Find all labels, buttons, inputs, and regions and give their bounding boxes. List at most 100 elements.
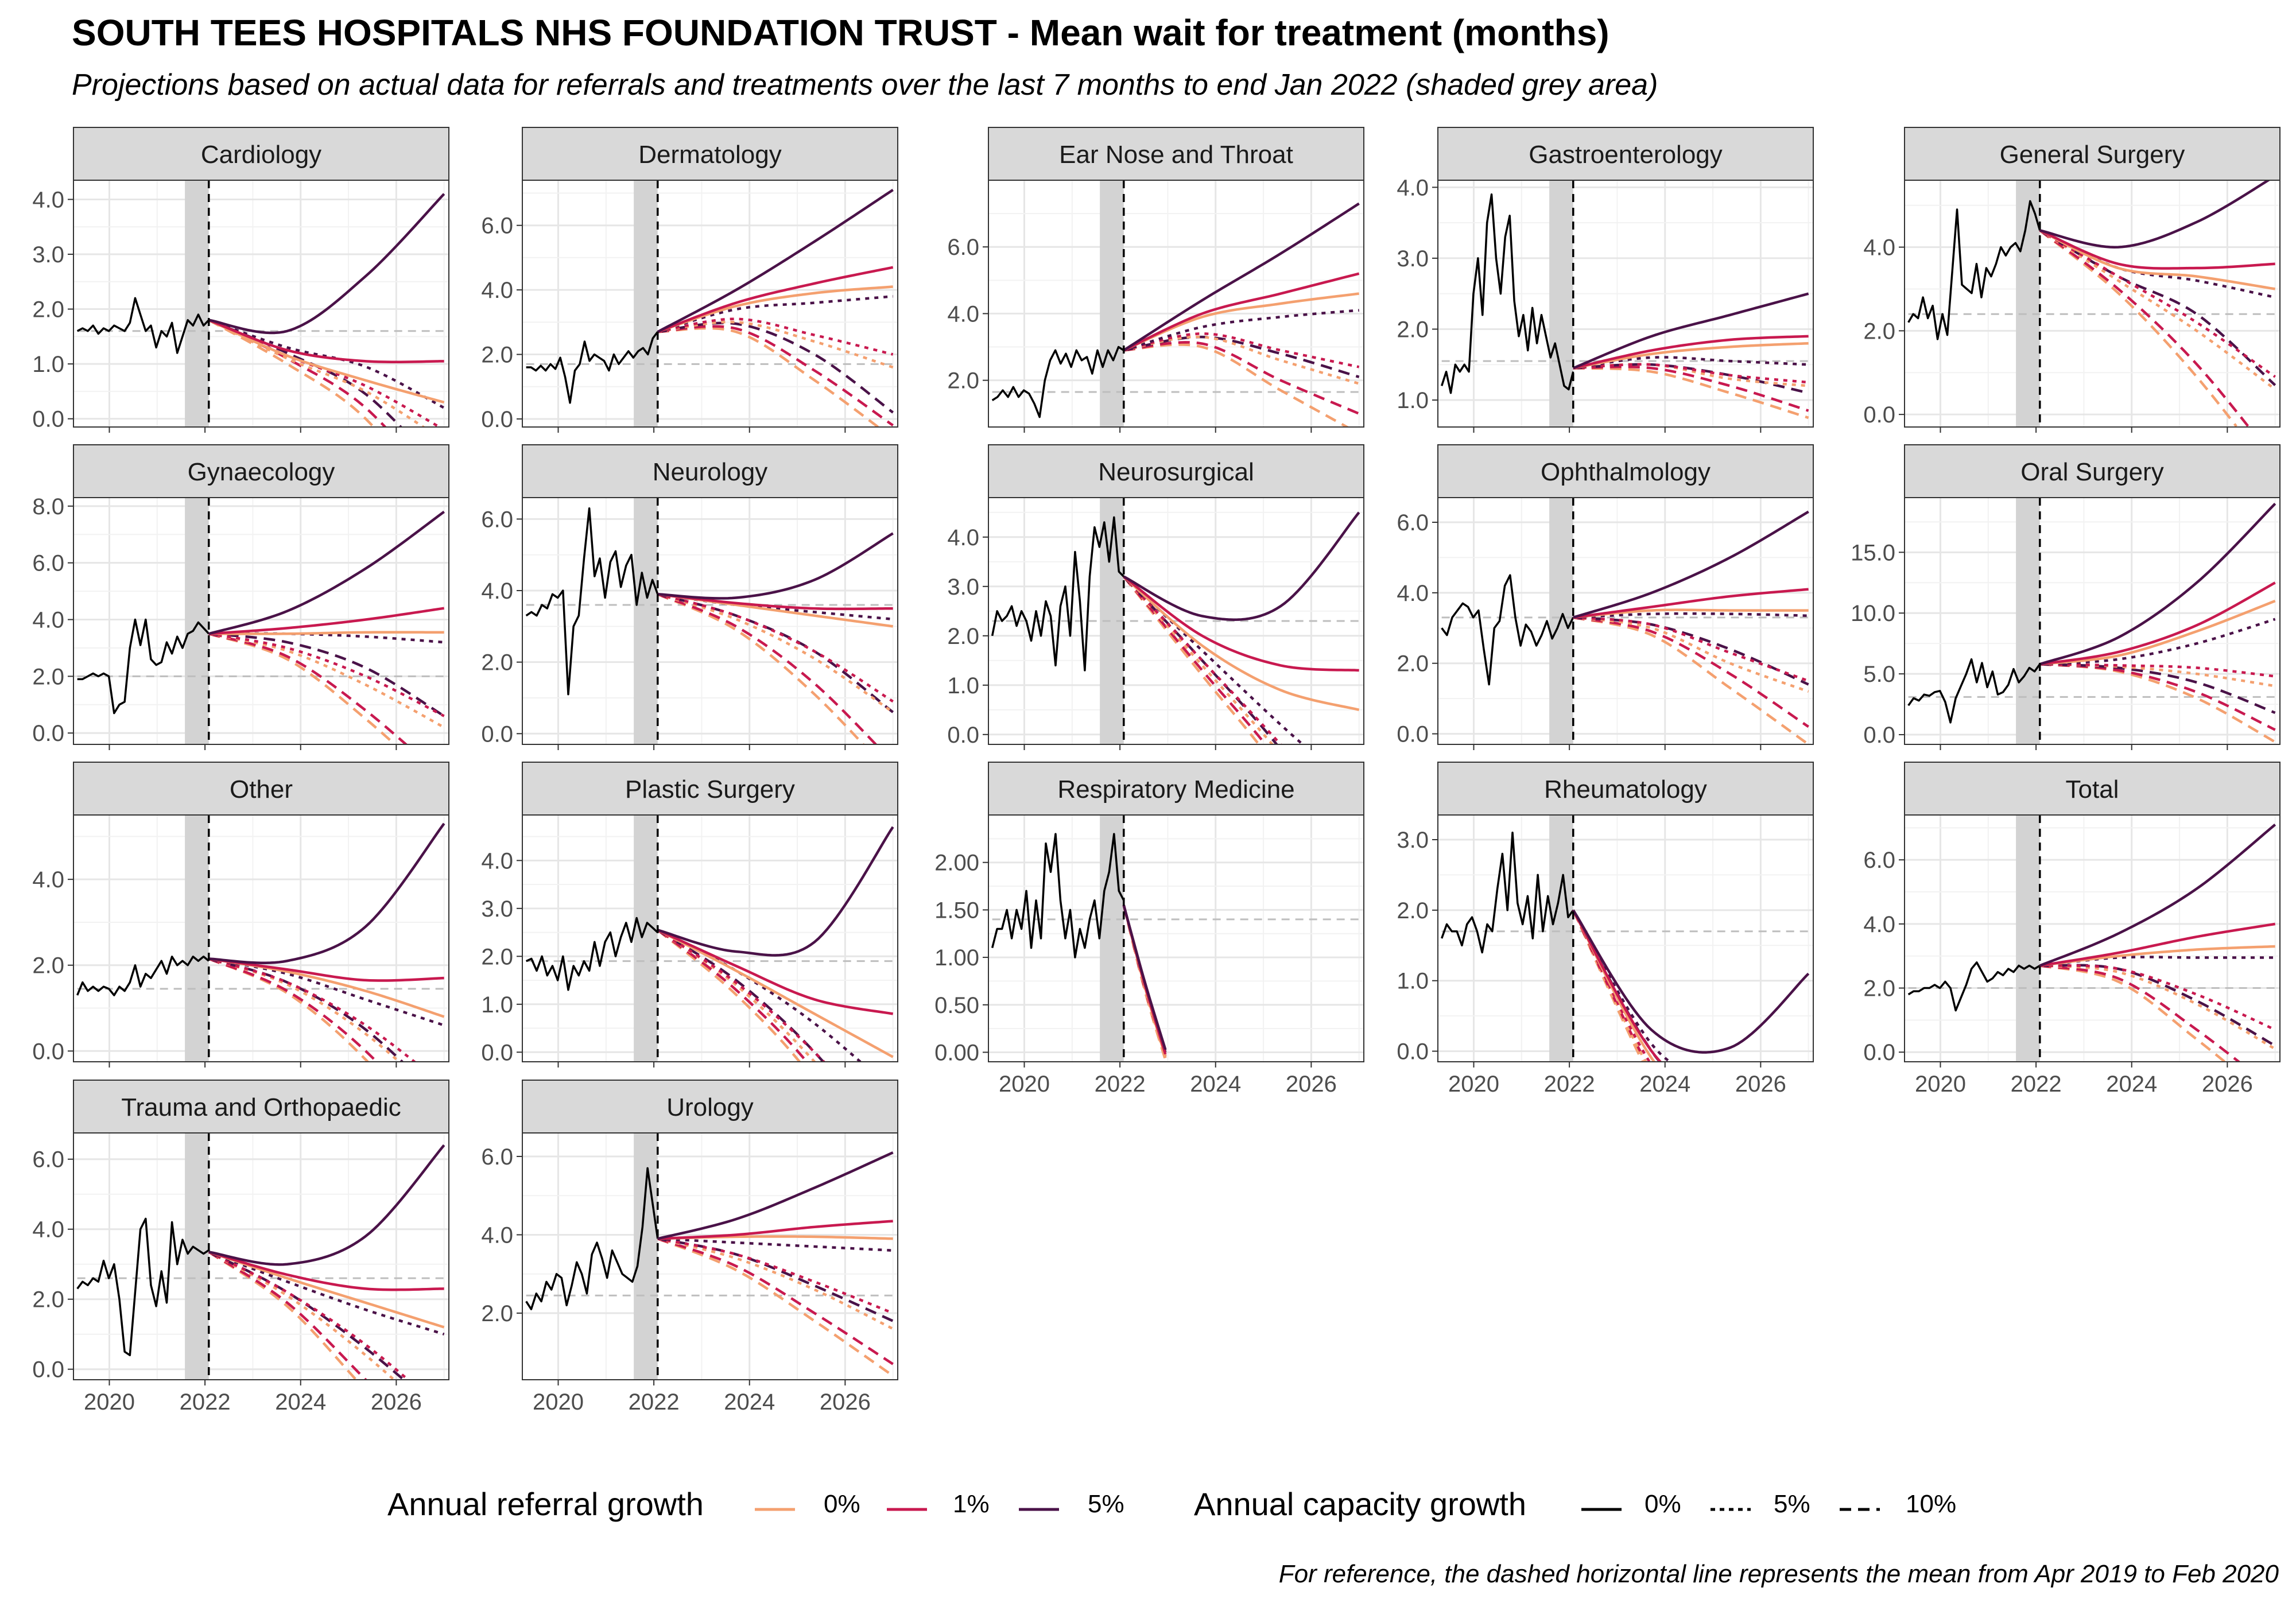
- series-projection-r1D: [657, 593, 878, 744]
- x-tick-label: 2024: [724, 1389, 775, 1415]
- y-tick-label: 4.0: [32, 1217, 64, 1243]
- y-tick-label: 3.0: [32, 242, 64, 267]
- legend-referral-5-label: 5%: [1088, 1490, 1124, 1518]
- y-tick-label: 4.0: [32, 867, 64, 892]
- panel-title: Plastic Surgery: [625, 775, 795, 804]
- panel-gridlines: [988, 498, 1364, 744]
- panel-background: [1905, 498, 2280, 744]
- shaded-period: [2016, 498, 2040, 744]
- panel-cardiology: Cardiology 0.0 1.0 2.0 3.0 4.0: [32, 127, 449, 433]
- panel-series: [1907, 180, 2276, 427]
- series-projection-r1s: [1123, 575, 1359, 672]
- y-tick-label: 8.0: [32, 494, 64, 519]
- legend-referral-0-key: [755, 1508, 795, 1511]
- series-projection-r1s: [2039, 581, 2276, 666]
- panel-strip: [988, 127, 1364, 181]
- series-historical: [1907, 200, 2041, 340]
- panel-background: [1438, 180, 1813, 427]
- series-projection-r5d: [2039, 618, 2276, 666]
- series-projection-r5d: [208, 1251, 445, 1336]
- series-projection-r1D: [1573, 365, 1809, 412]
- shaded-period: [1549, 815, 1573, 1062]
- panel-gastroenterology: Gastroenterology 1.0 2.0 3.0 4.0: [1397, 127, 1814, 433]
- series-projection-r1d: [657, 317, 894, 356]
- panel-border: [522, 497, 898, 745]
- y-tick-label: 4.0: [32, 187, 64, 212]
- series-projection-r1d: [657, 1237, 894, 1315]
- legend-referral-1-key: [887, 1508, 927, 1511]
- series-historical: [991, 346, 1124, 418]
- y-tick-label: 6.0: [947, 235, 979, 260]
- series-historical: [525, 917, 658, 991]
- panel-series: [1441, 815, 1810, 1062]
- panel-strip: [522, 127, 898, 181]
- panel-strip: [73, 762, 449, 816]
- series-historical: [1441, 574, 1574, 686]
- panel-border: [73, 497, 449, 745]
- panel-gridlines: [73, 1133, 449, 1380]
- panel-strip: [73, 444, 449, 498]
- series-projection-r1D: [2039, 662, 2276, 731]
- panel-border: [73, 814, 449, 1062]
- series-projection-r5d: [657, 593, 893, 621]
- series-projection-r1s: [1573, 335, 1809, 370]
- panel-dermatology: Dermatology 0.0 2.0 4.0 6.0: [481, 127, 898, 433]
- x-tick-label: 2020: [533, 1389, 584, 1415]
- y-tick-label: 0.00: [934, 1040, 979, 1065]
- series-historical: [525, 1167, 659, 1310]
- series-projection-r5s: [1123, 511, 1360, 621]
- panel-neurosurgical: Neurosurgical 0.0 1.0 2.0 3.0 4.0: [947, 444, 1364, 750]
- series-projection-r1D: [2039, 229, 2251, 427]
- x-tick-label: 2026: [820, 1389, 871, 1415]
- panel-series: [525, 498, 894, 744]
- small-multiples-chart: Cardiology 0.0 1.0 2.0 3.0 4.0 Dermatology 0.0 2…: [32, 127, 2281, 1415]
- series-projection-r1d: [208, 957, 417, 1062]
- y-tick-label: 0.0: [1397, 722, 1429, 747]
- panel-border: [522, 180, 898, 428]
- series-projection-r5D: [657, 1237, 894, 1322]
- panel-title: Ear Nose and Throat: [1059, 141, 1293, 169]
- panel-border: [73, 1132, 449, 1380]
- series-historical: [76, 1217, 210, 1357]
- panel-strip: [522, 762, 898, 816]
- series-projection-r0s: [2039, 229, 2276, 290]
- y-tick-label: 4.0: [481, 579, 513, 604]
- series-projection-r0d: [208, 957, 401, 1062]
- panel-background: [1905, 815, 2280, 1062]
- y-tick-label: 1.00: [934, 945, 979, 971]
- panel-other: Other 0.0 2.0 4.0: [32, 762, 449, 1068]
- panel-background: [988, 180, 1364, 427]
- panel-title: Oral Surgery: [2020, 458, 2163, 486]
- panel-border: [988, 814, 1364, 1062]
- x-tick-label: 2026: [371, 1389, 422, 1415]
- series-projection-r5s: [208, 822, 445, 964]
- y-tick-label: 4.0: [1863, 912, 1895, 937]
- series-projection-r5s: [208, 1144, 445, 1266]
- series-projection-r0d: [2039, 229, 2276, 391]
- panel-background: [522, 498, 898, 744]
- y-tick-label: 0.0: [947, 723, 979, 748]
- panel-background: [1905, 180, 2280, 427]
- series-projection-r0s: [1573, 341, 1809, 370]
- series-projection-r0D: [657, 1237, 894, 1377]
- shaded-period: [634, 1133, 658, 1380]
- y-tick-label: 0.0: [1863, 1040, 1895, 1065]
- series-projection-r0s: [1123, 575, 1360, 711]
- panel-border: [1904, 814, 2281, 1062]
- series-projection-r1D: [657, 929, 809, 1062]
- panel-urology: Urology 2.0 4.0 6.0 2020 2022 2024 2026: [481, 1080, 898, 1415]
- y-tick-label: 15.0: [1851, 540, 1895, 565]
- y-tick-label: 0.0: [1863, 723, 1895, 748]
- shaded-period: [634, 498, 658, 744]
- x-tick-label: 2024: [275, 1389, 326, 1415]
- y-tick-label: 3.0: [1397, 246, 1429, 271]
- panel-title: Urology: [666, 1093, 754, 1121]
- panel-series: [991, 498, 1360, 744]
- series-projection-r5s: [657, 188, 894, 333]
- y-tick-label: 4.0: [947, 525, 979, 550]
- y-tick-label: 1.0: [1397, 388, 1429, 413]
- series-projection-r1s: [657, 929, 894, 1015]
- legend-referral-1-label: 1%: [953, 1490, 990, 1518]
- legend: Annual referral growth 0% 1% 5% Annual c…: [0, 1481, 2296, 1538]
- panel-border: [522, 814, 898, 1062]
